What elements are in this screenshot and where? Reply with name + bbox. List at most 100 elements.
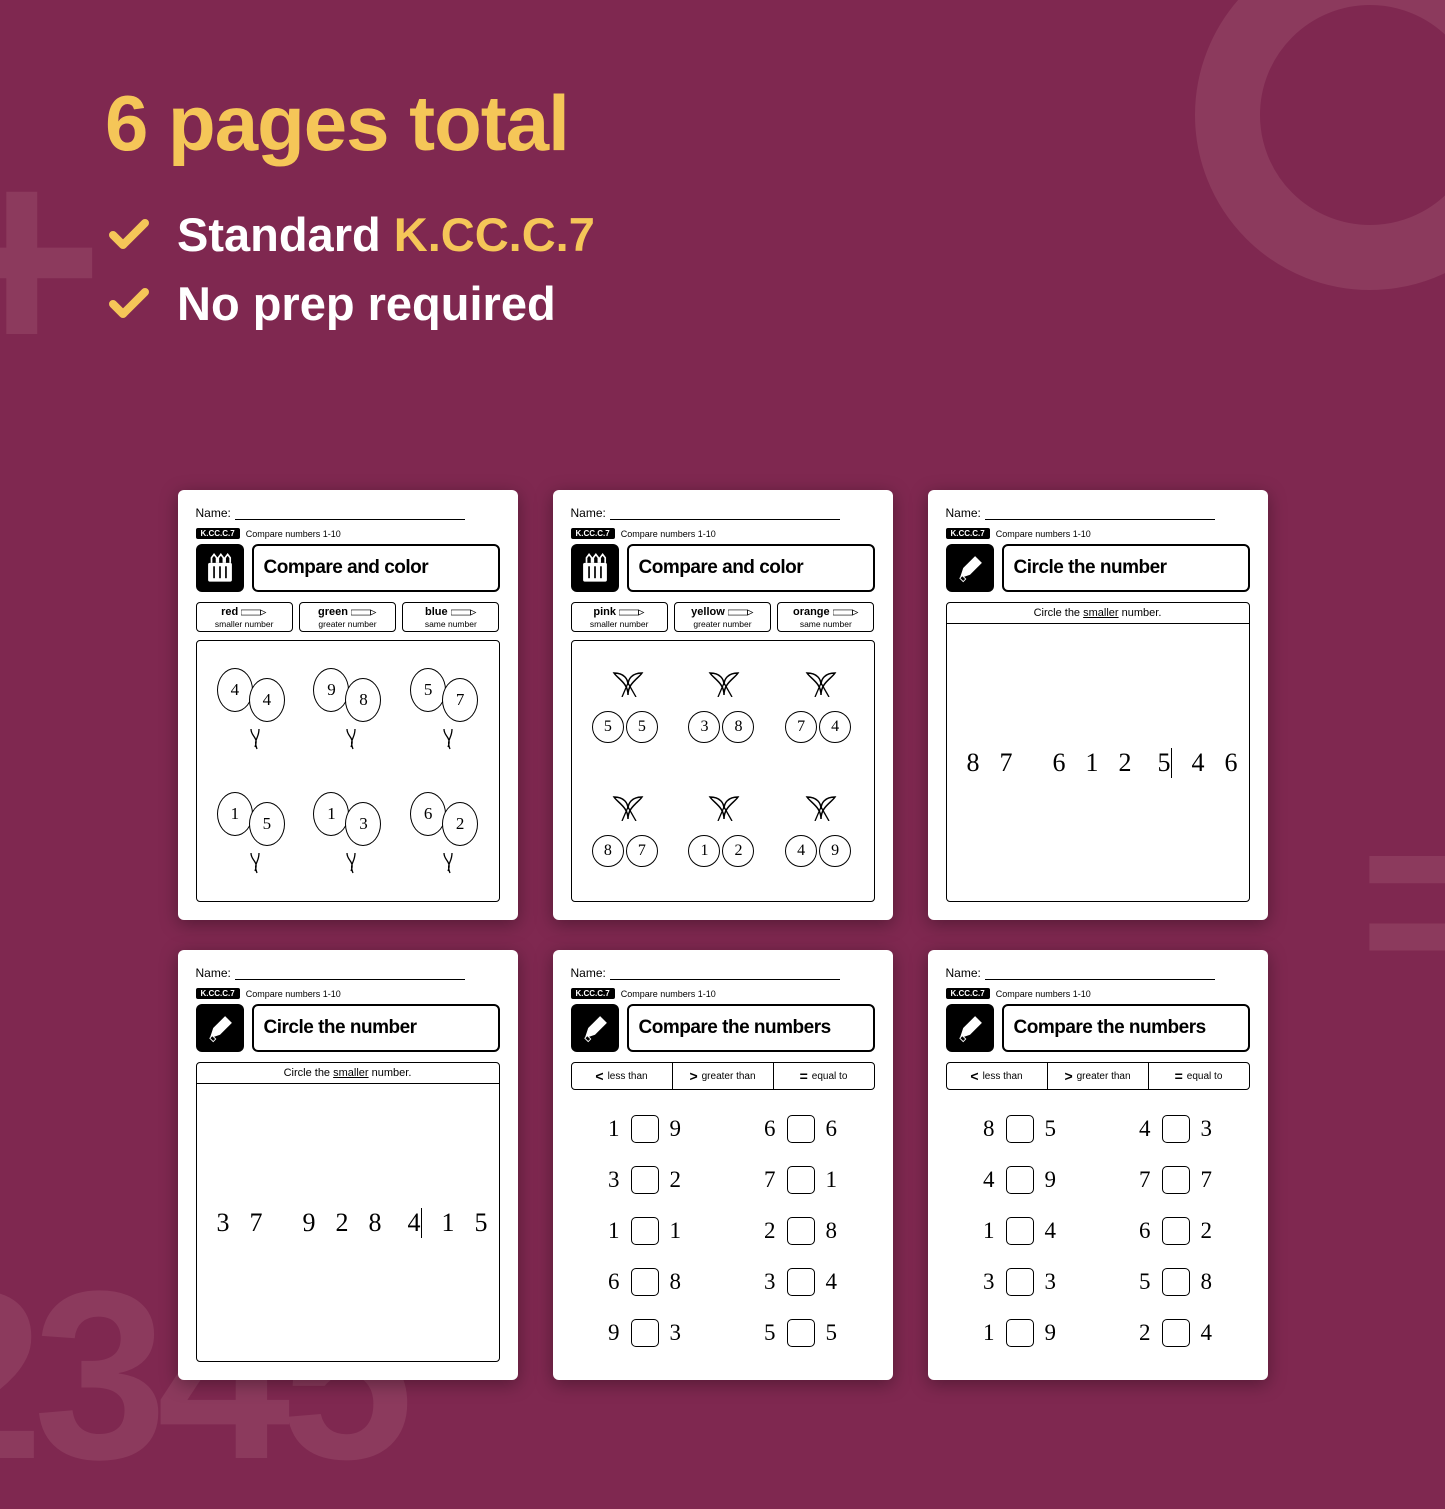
page-title: 6 pages total <box>105 78 595 169</box>
compare-pair: 14 <box>956 1206 1084 1257</box>
worksheet-sheet: Name: K.CC.C.7Compare numbers 1-10 Compa… <box>178 490 518 920</box>
pencil-icon <box>946 544 994 592</box>
compare-pair: 77 <box>1112 1155 1240 1206</box>
compare-pair: 71 <box>737 1155 865 1206</box>
ws-name-field: Name: <box>946 506 1250 520</box>
balloon-pair: 1 5 <box>205 773 298 893</box>
pair-row: 379284157629 Circle the larger number.24… <box>197 1084 499 1361</box>
section-instruction: Circle the smaller number. <box>197 1063 499 1084</box>
ws-title: Compare and color <box>627 544 875 592</box>
number-pair: 25 <box>1119 748 1172 778</box>
cherry-pair: 5 5 <box>580 649 673 769</box>
pair-row: 463269 Circle the larger number.23584279… <box>1172 722 1250 803</box>
symbol-key: = equal to <box>1149 1063 1249 1089</box>
bullet-row: No prep required <box>105 276 595 331</box>
ws-title: Compare and color <box>252 544 500 592</box>
color-key: pink smaller number <box>571 602 668 632</box>
number-pair: 379284157629 Circle the larger number.24… <box>197 1084 500 1361</box>
crayons-icon <box>196 544 244 592</box>
ws-title: Compare the numbers <box>627 1004 875 1052</box>
color-key: orange same number <box>777 602 874 632</box>
ws-name-field: Name: <box>196 966 500 980</box>
compare-pair: 55 <box>737 1307 865 1358</box>
bg-equals-decoration: = <box>1359 775 1445 1025</box>
symbol-key: = equal to <box>774 1063 874 1089</box>
bullet-text: Standard K.CC.C.7 <box>177 207 595 262</box>
compare-pair: 62 <box>1112 1206 1240 1257</box>
ws-name-field: Name: <box>946 966 1250 980</box>
compare-pair: 43 <box>1112 1104 1240 1155</box>
ws-subheading: K.CC.C.7Compare numbers 1-10 <box>571 988 875 999</box>
balloon-pair: 9 8 <box>301 649 394 769</box>
answer-box <box>1162 1115 1190 1143</box>
ws-title: Circle the number <box>252 1004 500 1052</box>
ws-title: Compare the numbers <box>1002 1004 1250 1052</box>
answer-box <box>787 1166 815 1194</box>
pencil-icon <box>196 1004 244 1052</box>
crayons-icon <box>571 544 619 592</box>
symbol-key-row: < less than> greater than= equal to <box>946 1062 1250 1090</box>
ws-header: Circle the number <box>946 544 1250 592</box>
cherry-pair: 8 7 <box>580 773 673 893</box>
cherry-pair: 1 2 <box>676 773 769 893</box>
ws-name-field: Name: <box>196 506 500 520</box>
color-key: yellow greater number <box>674 602 771 632</box>
answer-box <box>1162 1166 1190 1194</box>
compare-pair: 33 <box>956 1256 1084 1307</box>
cherry-pair: 7 4 <box>773 649 866 769</box>
balloon-pair: 6 2 <box>398 773 491 893</box>
number-pair: 157629 Circle the larger number.24159567… <box>422 1182 500 1263</box>
compare-pair: 24 <box>1112 1307 1240 1358</box>
shape-grid: 4 4 9 8 5 7 1 5 1 3 <box>196 640 500 902</box>
answer-box <box>1006 1115 1034 1143</box>
circle-section: Circle the smaller number.876125463269 C… <box>946 602 1250 902</box>
compare-pair: 49 <box>956 1155 1084 1206</box>
balloon-pair: 1 3 <box>301 773 394 893</box>
ws-header: Compare the numbers <box>571 1004 875 1052</box>
pencil-icon <box>946 1004 994 1052</box>
answer-box <box>1006 1268 1034 1296</box>
ws-subheading: K.CC.C.7Compare numbers 1-10 <box>196 988 500 999</box>
ws-header: Compare and color <box>571 544 875 592</box>
symbol-key: > greater than <box>1048 1063 1149 1089</box>
pair-row: 876125463269 Circle the larger number.23… <box>947 624 1249 901</box>
number-pair: 6125463269 Circle the larger number.2358… <box>1033 722 1250 803</box>
answer-box <box>1162 1319 1190 1347</box>
compare-pair: 19 <box>581 1104 709 1155</box>
ws-subheading: K.CC.C.7Compare numbers 1-10 <box>946 988 1250 999</box>
compare-pair: 85 <box>956 1104 1084 1155</box>
compare-grid: 19663271112868349355 <box>571 1100 875 1362</box>
balloon-pair: 5 7 <box>398 649 491 769</box>
ws-subheading: K.CC.C.7Compare numbers 1-10 <box>946 528 1250 539</box>
answer-box <box>1006 1319 1034 1347</box>
number-pair: 9284157629 Circle the larger number.2415… <box>283 1182 500 1263</box>
bg-circle-decoration <box>1195 0 1445 290</box>
ws-subheading: K.CC.C.7Compare numbers 1-10 <box>196 528 500 539</box>
color-key: green greater number <box>299 602 396 632</box>
compare-pair: 32 <box>581 1155 709 1206</box>
answer-box <box>631 1319 659 1347</box>
section-instruction: Circle the smaller number. <box>947 603 1249 624</box>
pair-row: 157629 Circle the larger number.24159567… <box>422 1182 500 1263</box>
ws-title: Circle the number <box>1002 544 1250 592</box>
compare-pair: 68 <box>581 1256 709 1307</box>
answer-box <box>1006 1217 1034 1245</box>
ws-header: Circle the number <box>196 1004 500 1052</box>
worksheet-sheet: Name: K.CC.C.7Compare numbers 1-10 Circl… <box>178 950 518 1380</box>
number-pair: 876125463269 Circle the larger number.23… <box>947 624 1250 901</box>
header-block: 6 pages total Standard K.CC.C.7 No prep r… <box>105 78 595 345</box>
answer-box <box>1162 1217 1190 1245</box>
worksheet-sheet: Name: K.CC.C.7Compare numbers 1-10 Circl… <box>928 490 1268 920</box>
answer-box <box>631 1217 659 1245</box>
number-pair: 84 <box>369 1208 422 1238</box>
ws-subheading: K.CC.C.7Compare numbers 1-10 <box>571 528 875 539</box>
shape-grid: 5 5 3 8 7 4 8 7 1 2 <box>571 640 875 902</box>
circle-section: Circle the smaller number.379284157629 C… <box>196 1062 500 1362</box>
bullet-text: No prep required <box>177 276 556 331</box>
color-key-row: red smaller numbergreen greater numberbl… <box>196 602 500 632</box>
compare-pair: 66 <box>737 1104 865 1155</box>
compare-pair: 19 <box>956 1307 1084 1358</box>
cherry-pair: 4 9 <box>773 773 866 893</box>
ws-header: Compare the numbers <box>946 1004 1250 1052</box>
bullet-row: Standard K.CC.C.7 <box>105 207 595 262</box>
